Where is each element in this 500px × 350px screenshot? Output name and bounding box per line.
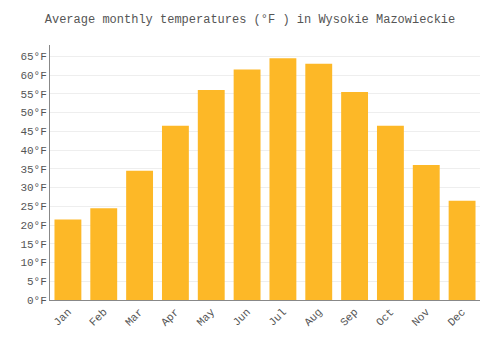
svg-text:Nov: Nov	[410, 306, 433, 329]
svg-text:10°F: 10°F	[20, 257, 46, 269]
svg-text:65°F: 65°F	[20, 51, 46, 63]
svg-text:Jun: Jun	[231, 306, 253, 328]
svg-text:50°F: 50°F	[20, 107, 46, 119]
svg-text:Sep: Sep	[338, 306, 360, 328]
svg-text:Mar: Mar	[123, 306, 145, 328]
svg-text:Apr: Apr	[159, 306, 181, 328]
svg-text:20°F: 20°F	[20, 220, 46, 232]
svg-text:60°F: 60°F	[20, 70, 46, 82]
svg-text:35°F: 35°F	[20, 164, 46, 176]
svg-text:40°F: 40°F	[20, 145, 46, 157]
svg-text:Jan: Jan	[51, 306, 73, 328]
svg-text:May: May	[195, 306, 218, 329]
svg-text:Feb: Feb	[87, 306, 109, 328]
svg-text:5°F: 5°F	[27, 276, 47, 288]
svg-text:Oct: Oct	[374, 306, 396, 328]
svg-text:45°F: 45°F	[20, 126, 46, 138]
svg-text:Aug: Aug	[302, 306, 324, 328]
svg-text:Dec: Dec	[446, 306, 468, 328]
svg-text:15°F: 15°F	[20, 239, 46, 251]
svg-text:25°F: 25°F	[20, 201, 46, 213]
svg-text:55°F: 55°F	[20, 89, 46, 101]
svg-text:0°F: 0°F	[27, 295, 47, 307]
svg-text:Average monthly temperatures (: Average monthly temperatures (°F ) in Wy…	[45, 13, 455, 27]
svg-text:Jul: Jul	[266, 306, 288, 328]
svg-text:30°F: 30°F	[20, 182, 46, 194]
